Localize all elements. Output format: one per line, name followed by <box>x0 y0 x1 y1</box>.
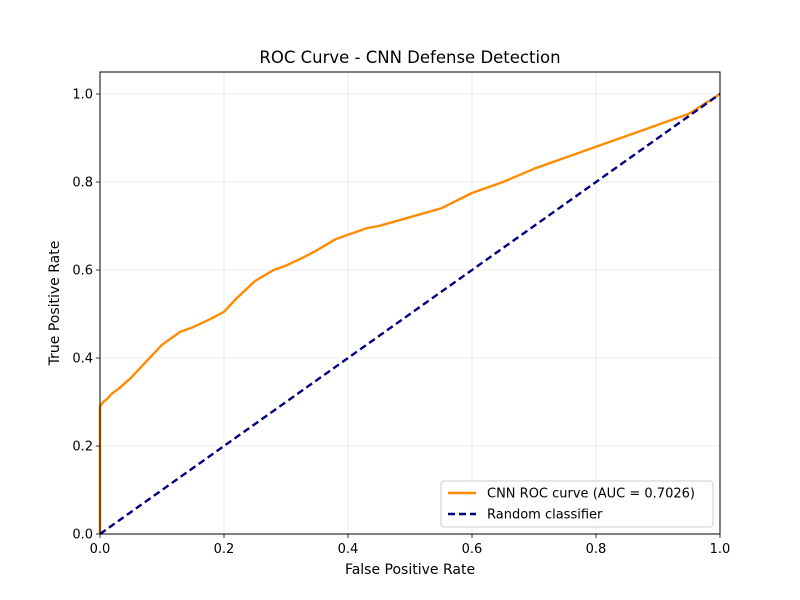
grid <box>99 72 721 535</box>
chart-title: ROC Curve - CNN Defense Detection <box>259 48 560 67</box>
y-tick-label: 0.2 <box>72 440 93 455</box>
y-tick-label: 1.0 <box>72 88 93 103</box>
y-tick-label: 0.4 <box>72 352 93 367</box>
roc-curve-line <box>98 92 721 534</box>
x-tick-label: 0.4 <box>338 542 359 557</box>
series-layer <box>98 92 721 535</box>
plot-frame <box>99 71 721 535</box>
ticks: 0.0 0.2 0.4 0.6 0.8 1.0 0.0 0.2 0.4 0.6 0.8 1.0 <box>72 88 730 558</box>
y-tick-label: 0.8 <box>72 176 93 191</box>
y-axis-label: True Positive Rate <box>47 241 63 367</box>
x-tick-label: 0.0 <box>90 542 111 557</box>
legend-label-random: Random classifier <box>487 508 603 523</box>
legend: CNN ROC curve (AUC = 0.7026) Random clas… <box>440 480 714 528</box>
x-tick-label: 0.2 <box>214 542 235 557</box>
x-axis-label: False Positive Rate <box>345 562 475 578</box>
x-tick-label: 0.8 <box>586 542 607 557</box>
y-tick-label: 0.6 <box>72 264 93 279</box>
x-tick-label: 0.6 <box>462 542 483 557</box>
x-tick-label: 1.0 <box>710 542 731 557</box>
random-classifier-line <box>99 93 721 535</box>
y-tick-label: 0.0 <box>72 528 93 543</box>
legend-box <box>440 480 714 528</box>
legend-label-roc: CNN ROC curve (AUC = 0.7026) <box>487 487 695 502</box>
